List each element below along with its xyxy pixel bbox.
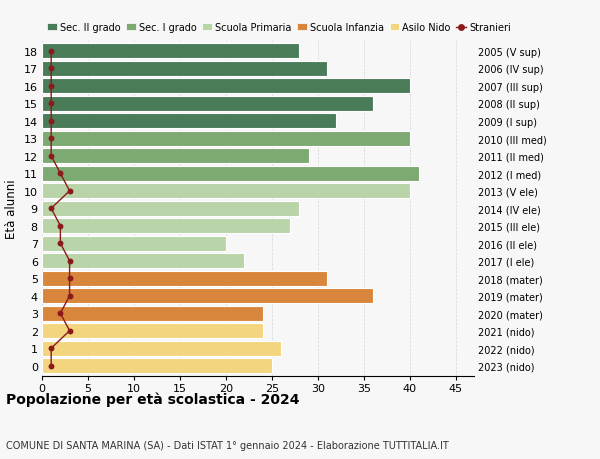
Bar (42, 167, 419, 181)
Point (46, 345, 56, 352)
Bar (42, 236, 226, 251)
Bar (42, 149, 308, 164)
Point (65, 257, 74, 265)
Text: COMUNE DI SANTA MARINA (SA) - Dati ISTAT 1° gennaio 2024 - Elaborazione TUTTITAL: COMUNE DI SANTA MARINA (SA) - Dati ISTAT… (6, 440, 449, 450)
Point (46, 48, 56, 56)
Point (46, 118, 56, 125)
Point (56, 240, 65, 247)
Point (46, 135, 56, 143)
Bar (42, 271, 327, 286)
Point (46, 362, 56, 369)
Bar (42, 306, 263, 321)
Point (46, 205, 56, 213)
Point (65, 327, 74, 335)
Point (65, 188, 74, 195)
Point (56, 310, 65, 317)
Bar (42, 358, 272, 373)
Bar (42, 254, 244, 269)
Bar (42, 62, 327, 77)
Point (65, 275, 74, 282)
Y-axis label: Età alunni: Età alunni (5, 179, 18, 239)
Point (46, 83, 56, 90)
Point (65, 292, 74, 300)
Point (46, 66, 56, 73)
Text: Popolazione per età scolastica - 2024: Popolazione per età scolastica - 2024 (6, 392, 299, 406)
Bar (42, 114, 336, 129)
Legend: Sec. II grado, Sec. I grado, Scuola Primaria, Scuola Infanzia, Asilo Nido, Stran: Sec. II grado, Sec. I grado, Scuola Prim… (47, 23, 511, 33)
Point (46, 101, 56, 108)
Bar (42, 219, 290, 234)
Bar (42, 132, 410, 146)
Bar (42, 97, 373, 112)
Bar (42, 341, 281, 356)
Bar (42, 324, 263, 338)
Point (56, 223, 65, 230)
Point (46, 153, 56, 160)
Bar (42, 45, 299, 59)
Bar (42, 79, 410, 94)
Point (56, 170, 65, 178)
Bar (42, 289, 373, 303)
Bar (42, 184, 410, 199)
Bar (42, 202, 299, 216)
